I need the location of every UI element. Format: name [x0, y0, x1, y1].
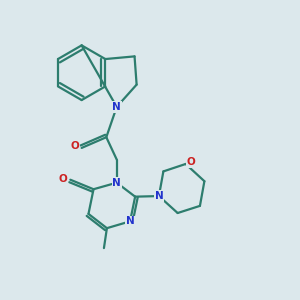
Text: O: O: [186, 158, 195, 167]
Text: N: N: [112, 102, 121, 112]
Text: O: O: [59, 174, 68, 184]
Text: N: N: [154, 191, 163, 201]
Text: O: O: [71, 141, 80, 152]
Text: N: N: [112, 178, 121, 188]
Text: N: N: [126, 216, 134, 226]
